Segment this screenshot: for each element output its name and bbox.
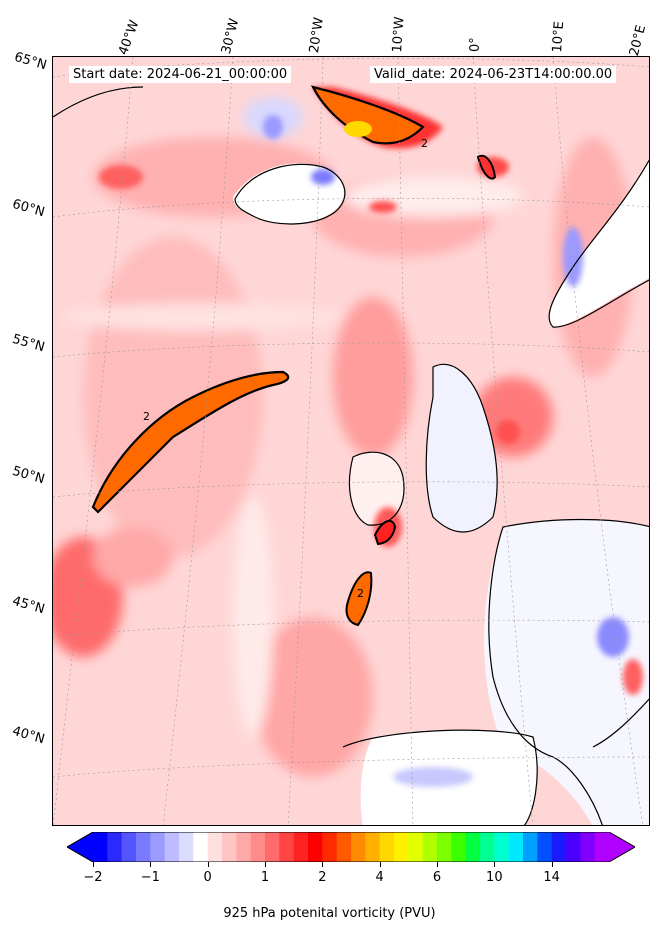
colorbar-swatch (322, 832, 338, 862)
colorbar-swatch (537, 832, 553, 862)
colorbar-swatch (551, 832, 567, 862)
colorbar-tick-mark (150, 862, 152, 867)
pv-contour-east (476, 154, 497, 180)
colorbar-swatch (222, 832, 237, 862)
colorbar-extend-high (609, 832, 635, 862)
colorbar-swatch (265, 832, 280, 862)
colorbar-tick-mark (207, 862, 209, 867)
pv-maximum (344, 121, 372, 137)
colorbar-tick-label: 1 (260, 870, 270, 885)
colorbar-tick-mark (551, 862, 553, 867)
colorbar-extend-low (67, 832, 93, 862)
lon-label: 10°W (390, 16, 408, 54)
graticule (53, 57, 649, 825)
colorbar-swatch (279, 832, 295, 862)
colorbar-swatch (394, 832, 409, 862)
colorbar (67, 832, 635, 862)
colorbar-swatch (164, 832, 180, 862)
pv-contour-small (373, 519, 397, 546)
colorbar-swatch (93, 832, 108, 862)
colorbar-swatch (121, 832, 137, 862)
colorbar-swatch (336, 832, 352, 862)
pv-contour-south (345, 571, 373, 627)
colorbar-swatch (207, 832, 223, 862)
ireland (349, 452, 404, 526)
lat-label: 50°N (10, 463, 47, 488)
colorbar-swatch (308, 832, 323, 862)
lat-label: 55°N (10, 331, 47, 356)
pv-contour-north (310, 85, 425, 145)
colorbar-tick-mark (494, 862, 496, 867)
lon-label: 10°E (550, 20, 568, 54)
colorbar-tick-mark (265, 862, 266, 867)
contour-label: 2 (143, 410, 150, 423)
colorbar-swatch (379, 832, 395, 862)
colorbar-tick-mark (437, 862, 438, 867)
colorbar-swatch (523, 832, 538, 862)
map-panel: 2 2 2 (52, 56, 650, 826)
colorbar-tick-mark (322, 862, 324, 867)
colorbar-swatch (580, 832, 596, 862)
coastlines (53, 86, 649, 825)
lon-label: 20°E (627, 23, 650, 58)
great-britain (426, 364, 498, 532)
colorbar-tick-label: 0 (203, 870, 212, 885)
colorbar-swatch (508, 832, 524, 862)
colorbar-swatch (107, 832, 123, 862)
colorbar-swatch (179, 832, 194, 862)
colorbar-swatch (494, 832, 510, 862)
start-date: Start date: 2024-06-21_00:00:00 (69, 66, 292, 83)
colorbar-tick-label: 14 (543, 870, 560, 885)
colorbar-tick-label: −2 (83, 870, 103, 885)
colorbar-swatch (465, 832, 481, 862)
colorbar-tick-mark (93, 862, 94, 867)
colorbar-swatch (150, 832, 166, 862)
colorbar-swatch (236, 832, 252, 862)
colorbar-swatch (566, 832, 581, 862)
colorbar-tick-label: −1 (140, 870, 160, 885)
lat-label: 45°N (10, 593, 47, 618)
pv-field: 2 2 2 (53, 57, 649, 825)
colorbar-tick-label: 2 (318, 870, 327, 885)
lon-label: 0° (468, 37, 483, 52)
lon-label: 20°W (307, 16, 327, 55)
colorbar-swatch (365, 832, 381, 862)
colorbar-swatch (293, 832, 309, 862)
colorbar-swatch (351, 832, 366, 862)
colorbar-swatch (408, 832, 424, 862)
contour-label: 2 (357, 587, 364, 600)
colorbar-swatch (480, 832, 495, 862)
lat-label: 65°N (12, 49, 49, 74)
colorbar-swatch (193, 832, 209, 862)
colorbar-label: 925 hPa potenital vorticity (PVU) (223, 906, 436, 921)
lat-label: 40°N (10, 723, 47, 748)
lat-label: 60°N (10, 196, 47, 221)
lon-label: 40°W (116, 18, 143, 58)
colorbar-tick-mark (379, 862, 381, 867)
colorbar-swatch (451, 832, 467, 862)
colorbar-tick-label: 10 (486, 870, 503, 885)
valid-date: Valid_date: 2024-06-23T14:00:00.00 (370, 66, 617, 83)
contour-label: 2 (421, 137, 428, 150)
lon-label: 30°W (219, 17, 243, 56)
colorbar-tick-label: 4 (375, 870, 384, 885)
pv-contour-band (91, 370, 290, 514)
colorbar-swatch (594, 832, 610, 862)
colorbar-tick-label: 6 (432, 870, 442, 885)
colorbar-swatch (136, 832, 151, 862)
colorbar-swatch (422, 832, 438, 862)
colorbar-swatch (250, 832, 266, 862)
colorbar-swatch (437, 832, 452, 862)
